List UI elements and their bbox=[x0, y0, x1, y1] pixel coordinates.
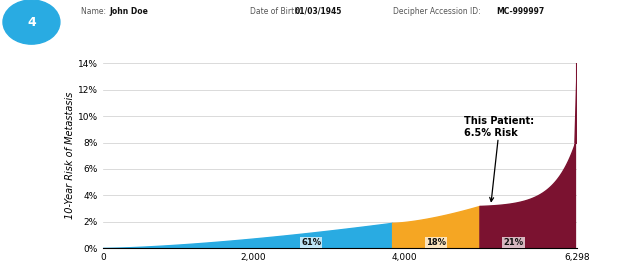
Circle shape bbox=[3, 0, 60, 44]
Text: 18%: 18% bbox=[426, 238, 446, 247]
Y-axis label: 10-Year Risk of Metastasis: 10-Year Risk of Metastasis bbox=[65, 92, 76, 219]
Text: Decipher Accession ID:: Decipher Accession ID: bbox=[393, 7, 483, 16]
Polygon shape bbox=[575, 63, 580, 143]
Text: RISK COMPARED TO PATIENTS WITH SIMILAR CLINICAL AND PATHOLOGIC FEATURES: RISK COMPARED TO PATIENTS WITH SIMILAR C… bbox=[163, 37, 523, 46]
Text: 61%: 61% bbox=[301, 238, 321, 247]
Text: MC-999997: MC-999997 bbox=[496, 7, 544, 16]
Text: This Patient:
6.5% Risk: This Patient: 6.5% Risk bbox=[464, 116, 535, 201]
Text: 01/03/1945: 01/03/1945 bbox=[295, 7, 342, 16]
Text: Date of Birth:: Date of Birth: bbox=[250, 7, 304, 16]
Text: 21%: 21% bbox=[504, 238, 524, 247]
Text: John Doe: John Doe bbox=[109, 7, 148, 16]
Text: Name:: Name: bbox=[81, 7, 109, 16]
Text: 4: 4 bbox=[27, 16, 36, 29]
